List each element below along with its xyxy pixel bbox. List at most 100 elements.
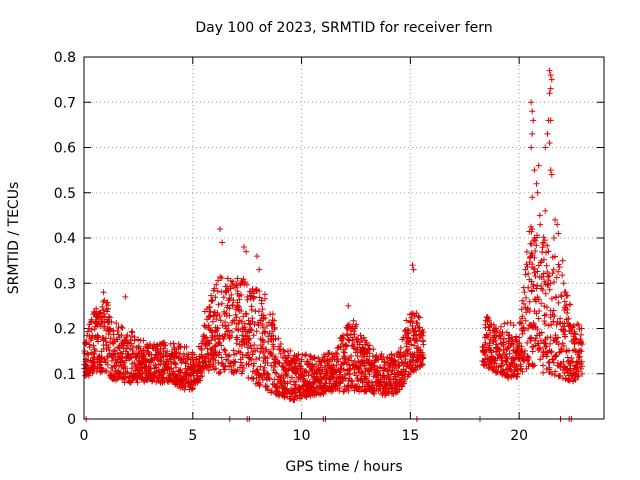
data-point xyxy=(371,390,378,397)
data-point xyxy=(549,270,556,277)
data-point xyxy=(225,327,232,334)
data-point xyxy=(523,309,530,316)
data-point xyxy=(520,300,527,307)
data-point xyxy=(559,257,566,264)
data-point xyxy=(99,303,106,310)
data-point xyxy=(555,230,562,237)
data-point xyxy=(540,234,547,241)
data-point xyxy=(238,308,245,315)
data-point xyxy=(542,144,549,151)
data-point xyxy=(548,348,555,355)
data-point xyxy=(307,353,314,360)
data-point xyxy=(212,336,219,343)
data-point xyxy=(259,320,266,327)
data-point xyxy=(100,307,107,314)
data-point xyxy=(133,354,140,361)
data-point xyxy=(531,362,538,369)
data-point xyxy=(219,322,226,329)
data-point xyxy=(256,354,263,361)
data-point xyxy=(369,353,376,360)
data-point xyxy=(565,315,572,322)
data-point xyxy=(215,301,222,308)
data-point xyxy=(550,307,557,314)
data-point xyxy=(558,293,565,300)
data-point xyxy=(354,364,361,371)
data-point xyxy=(523,248,530,255)
data-point xyxy=(216,313,223,320)
data-point xyxy=(534,326,541,333)
data-point xyxy=(518,366,525,373)
data-point xyxy=(161,341,168,348)
data-point xyxy=(578,339,585,346)
data-point xyxy=(104,308,111,315)
data-point xyxy=(298,356,305,363)
data-point xyxy=(216,349,223,356)
data-point xyxy=(290,366,297,373)
data-point xyxy=(240,313,247,320)
data-point xyxy=(396,362,403,369)
data-point xyxy=(253,328,260,335)
data-point xyxy=(204,350,211,357)
data-point xyxy=(134,362,141,369)
data-point xyxy=(353,321,360,328)
data-point xyxy=(551,253,558,260)
data-point xyxy=(525,270,532,277)
data-point xyxy=(203,334,210,341)
data-point xyxy=(182,374,189,381)
data-point xyxy=(229,301,236,308)
data-point xyxy=(289,390,296,397)
data-point xyxy=(411,342,418,349)
data-point xyxy=(218,342,225,349)
data-point xyxy=(248,345,255,352)
data-point xyxy=(550,235,557,241)
data-point xyxy=(282,372,289,379)
data-point xyxy=(300,373,307,380)
data-point xyxy=(277,340,284,347)
data-point xyxy=(547,334,554,341)
data-point xyxy=(102,357,109,364)
data-point xyxy=(578,363,585,370)
data-point xyxy=(248,356,255,363)
data-point xyxy=(119,324,126,331)
data-point xyxy=(530,117,537,124)
data-point xyxy=(218,275,225,282)
data-point xyxy=(366,342,373,349)
data-point xyxy=(540,256,547,263)
data-point xyxy=(111,347,118,354)
data-point xyxy=(528,288,535,295)
data-point xyxy=(269,311,276,318)
data-point xyxy=(224,283,231,290)
data-point xyxy=(332,350,339,357)
y-tick-label: 0.3 xyxy=(54,276,76,292)
data-point xyxy=(558,345,565,352)
data-point xyxy=(544,242,551,249)
y-tick-labels: 0 0.1 0.2 0.3 0.4 0.5 0.6 0.7 0.8 xyxy=(54,50,76,428)
data-point xyxy=(519,368,526,375)
data-point xyxy=(213,281,220,288)
data-point xyxy=(529,130,536,137)
data-point xyxy=(354,353,361,360)
data-point xyxy=(387,363,394,370)
data-point xyxy=(409,262,416,269)
data-point xyxy=(402,376,409,383)
data-point xyxy=(571,346,578,353)
data-point xyxy=(312,388,319,395)
data-point xyxy=(559,340,566,347)
data-point xyxy=(385,375,392,382)
data-point xyxy=(401,359,408,366)
data-point xyxy=(507,319,514,326)
data-point xyxy=(226,363,233,370)
data-point xyxy=(220,294,227,301)
data-point xyxy=(294,355,301,362)
data-point xyxy=(265,374,272,381)
data-point xyxy=(219,239,226,246)
data-point xyxy=(541,318,548,325)
data-point xyxy=(206,326,213,333)
data-point xyxy=(516,334,523,341)
data-point xyxy=(409,318,416,325)
data-point xyxy=(207,308,214,315)
data-point xyxy=(207,364,214,371)
data-point xyxy=(544,130,551,137)
data-point xyxy=(413,310,420,317)
data-point xyxy=(555,341,562,348)
